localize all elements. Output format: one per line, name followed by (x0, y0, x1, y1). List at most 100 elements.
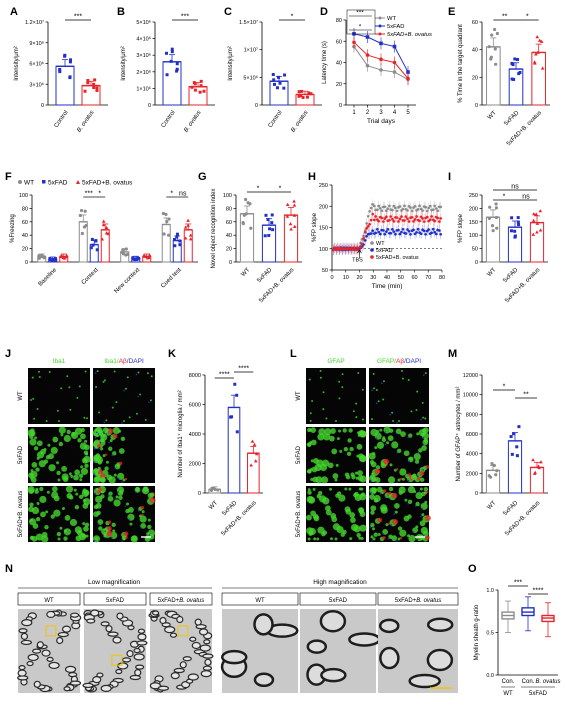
em-label: 5xFAD (106, 598, 125, 604)
axon (41, 649, 51, 657)
dapi-spot (374, 481, 377, 483)
data-point (421, 209, 424, 212)
data-point (487, 45, 491, 49)
sig-box (346, 9, 376, 35)
data-point (372, 204, 376, 208)
data-point (199, 79, 203, 83)
stain-spot (413, 452, 421, 461)
dapi-spot (148, 534, 151, 536)
data-point (101, 223, 106, 227)
data-point (494, 62, 498, 66)
y-axis-title: Novel object recognition index (211, 188, 217, 268)
stain-spot (408, 433, 413, 438)
stain-spot (381, 437, 387, 443)
data-point (410, 215, 414, 219)
stain-spot (307, 496, 316, 504)
em-label: 5xFAD (329, 598, 348, 604)
data-point (490, 223, 495, 228)
em-label: WT (44, 598, 54, 604)
axon (56, 636, 64, 645)
stain-spot (112, 451, 117, 456)
data-point (537, 38, 542, 42)
data-point (246, 201, 250, 205)
stain-spot (376, 441, 385, 449)
stain-spot (147, 518, 151, 522)
header-low-mag: Low magnification (88, 579, 140, 586)
stain-spot (424, 417, 427, 420)
group-label: 5xFAD (529, 691, 548, 697)
data-point (244, 197, 248, 202)
data-point (437, 220, 441, 223)
stain-spot (102, 454, 106, 458)
em-label-b: B. ovatus (179, 598, 204, 604)
dapi-spot (369, 526, 372, 528)
axon (136, 640, 148, 646)
data-point (386, 228, 390, 231)
data-point (95, 248, 99, 252)
dapi-spot (108, 441, 111, 444)
stain-spot (83, 498, 91, 506)
axon (116, 612, 124, 620)
y-tick-label: 200 (469, 206, 478, 212)
axon (117, 662, 129, 670)
data-point (516, 58, 520, 62)
stain-spot (360, 536, 364, 540)
stain-spot (28, 518, 37, 526)
stain-spot (397, 537, 401, 541)
dapi-spot (371, 389, 373, 392)
bar-0 (485, 216, 501, 263)
y-axis-title: Number of Iba1⁺ microglia / mm² (177, 390, 184, 477)
stain-spot (61, 506, 65, 510)
data-point (404, 232, 408, 235)
stain-spot (30, 470, 38, 479)
y-tick-label: 12000 (463, 373, 478, 379)
data-point (416, 208, 420, 211)
data-point (58, 70, 62, 74)
data-point (388, 204, 391, 208)
dapi-spot (371, 540, 373, 542)
data-point (427, 228, 430, 231)
data-point (410, 209, 414, 213)
stain-spot (422, 416, 425, 419)
stain-spot (139, 515, 147, 523)
data-point (532, 212, 536, 216)
dapi-spot (94, 492, 97, 495)
data-point (386, 207, 390, 210)
stain-spot (329, 537, 333, 541)
row-label: WT (18, 391, 24, 401)
stain-spot (358, 507, 364, 513)
data-point (397, 220, 400, 223)
stain-spot (68, 386, 71, 389)
stain-spot (45, 510, 49, 514)
abeta-spot (124, 477, 128, 481)
x-tick-label: WT (208, 500, 219, 511)
data-point (510, 452, 514, 456)
stain-spot (419, 477, 425, 482)
y-tick-label: 150 (469, 220, 478, 226)
stain-spot (416, 432, 420, 436)
data-point (490, 462, 494, 466)
dapi-spot (93, 473, 95, 475)
dapi-spot (407, 436, 410, 439)
data-point (539, 39, 544, 43)
data-point (492, 463, 496, 468)
abeta-spot (118, 461, 123, 466)
data-point (58, 67, 62, 71)
data-point (86, 81, 90, 85)
data-point (363, 231, 367, 234)
em-label-box (299, 592, 377, 606)
y-tick-label: 80 (226, 206, 232, 212)
stain-spot (392, 419, 395, 422)
data-point (178, 239, 182, 243)
axon (115, 668, 123, 675)
zoom-box (177, 625, 189, 637)
stain-spot (322, 497, 330, 505)
data-point (535, 221, 540, 225)
x-tick-label: 1 (352, 110, 356, 116)
y-tick-label: 1×10⁷ (244, 47, 258, 54)
x-tick-label: Control (54, 110, 70, 129)
data-point (371, 212, 375, 216)
stain-spot (103, 379, 106, 382)
data-point (283, 73, 287, 77)
stain-spot (82, 522, 86, 526)
